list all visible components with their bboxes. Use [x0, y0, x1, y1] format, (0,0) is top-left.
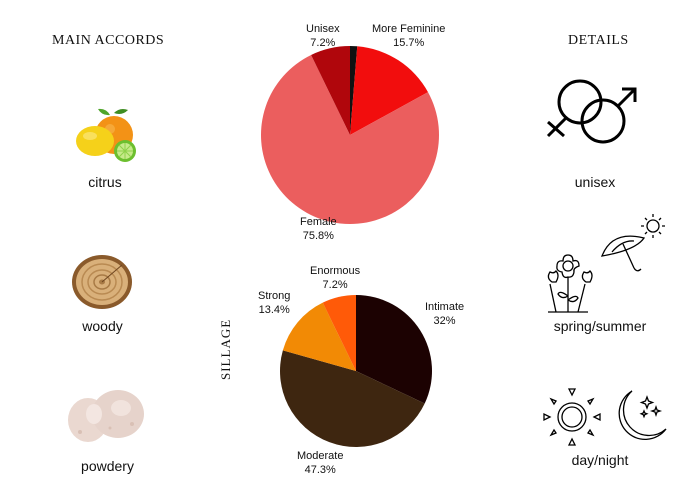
flowers-umbrella-sun-icon	[547, 214, 665, 313]
sillage-slice-strong	[282, 302, 356, 371]
detail-label-unisex: unisex	[574, 174, 616, 190]
gender-symbols-icon	[546, 79, 637, 144]
details-heading: DETAILS	[568, 33, 629, 48]
pie-label-more-feminine: More Feminine 15.7%	[372, 23, 446, 49]
accord-label-citrus: citrus	[88, 174, 122, 190]
accord-label-powdery: powdery	[81, 458, 134, 474]
pie-label-intimate: Intimate 32%	[425, 301, 465, 327]
sillage-pie-chart	[280, 295, 432, 447]
gender-pie-chart	[261, 46, 439, 224]
powder-icon	[68, 390, 144, 442]
sillage-slice-enormous	[322, 295, 356, 371]
pie-label-unisex: Unisex 7.2%	[306, 23, 340, 49]
sillage-slice-intimate	[356, 295, 432, 404]
pie-label-enormous: Enormous 7.2%	[310, 265, 361, 291]
gender-slice-more-feminine	[350, 46, 428, 135]
pie-label-strong: Strong 13.4%	[258, 290, 291, 316]
gender-slice-unisex	[311, 46, 350, 135]
main-accords-heading: MAIN ACCORDS	[52, 33, 165, 48]
detail-label-spring-summer: spring/summer	[553, 318, 647, 334]
gender-slice-other	[350, 46, 358, 135]
accord-label-woody: woody	[82, 318, 123, 334]
sun-moon-icon	[543, 388, 667, 446]
gender-slice-female	[261, 54, 439, 224]
detail-label-day-night: day/night	[571, 452, 629, 468]
pie-label-moderate: Moderate 47.3%	[297, 450, 344, 476]
wood-slice-icon	[72, 255, 132, 309]
citrus-fruit-icon	[76, 108, 136, 162]
sillage-slice-moderate	[280, 350, 425, 447]
pie-label-female: Female 75.8%	[300, 216, 337, 242]
sillage-heading: SILLAGE	[218, 318, 233, 380]
